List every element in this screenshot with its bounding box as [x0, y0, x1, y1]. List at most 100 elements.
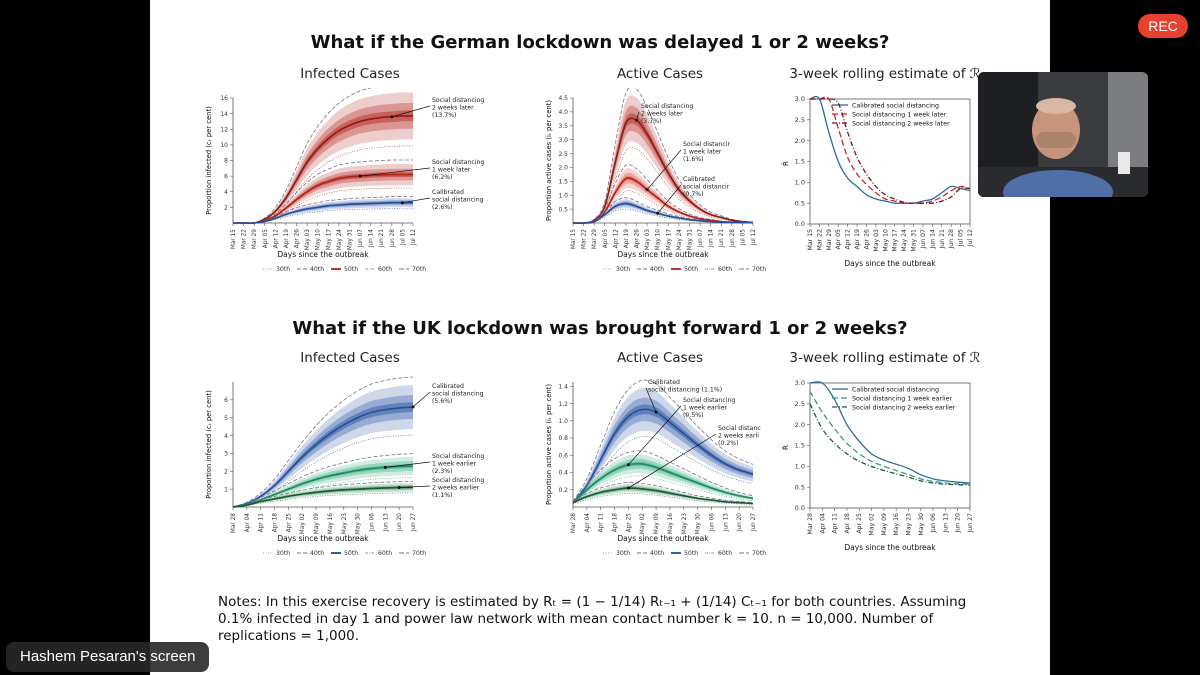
legend-label: 40th: [650, 266, 664, 273]
series-1-annotation: (6.2%): [432, 174, 453, 181]
x-tick-label: May 31: [911, 229, 918, 252]
uk-infected-chart: 1 2 3 4 5 6 Mar 28 Apr 04 Apr 11 Apr 18 Apr 25 May …: [205, 376, 484, 557]
series-1-band-0: [233, 163, 413, 224]
x-tick-label: May 03: [873, 229, 880, 252]
y-tick-label: 2.5: [795, 400, 805, 408]
x-tick-label: May 17: [326, 229, 332, 251]
series-1-band-0: [573, 454, 753, 504]
x-tick-label: Jul 05: [740, 229, 746, 247]
series-2-lower-dotted: [572, 493, 754, 505]
germany-active-chart: 0.5 1.0 1.5 2.0 2.5 3.0 3.5 4.0 4.5 Mar 15 Mar 22 M…: [545, 88, 766, 273]
legend-label: 30th: [616, 266, 630, 273]
x-tick-label: May 30: [918, 513, 925, 536]
series-2-arrow: [399, 485, 431, 488]
x-tick-label: Jul 05: [400, 229, 406, 247]
series-1-upper-dashed: [232, 453, 414, 508]
legend-label: Social distancing 2 weeks earlier: [852, 404, 956, 411]
series-1-annotation: (2.3%): [432, 468, 453, 475]
series-0-annotation: 2 weeks later: [641, 111, 683, 118]
x-tick-label: Apr 05: [835, 229, 842, 250]
y-tick-label: 1.0: [795, 463, 805, 471]
y-tick-label: 4: [224, 433, 228, 440]
legend-label: 50th: [344, 550, 358, 557]
series-0-arrow: [391, 105, 431, 118]
y-tick-label: 1.5: [558, 179, 568, 186]
x-tick-label: Apr 11: [832, 513, 839, 534]
series-0-arrow: [645, 387, 657, 413]
y-tick-label: 1.0: [558, 192, 568, 199]
x-tick-label: May 16: [328, 513, 334, 535]
series-0-median-line: [232, 406, 414, 508]
x-tick-label: May 09: [314, 513, 320, 535]
x-tick-label: Apr 12: [845, 229, 852, 250]
presentation-slide: What if the German lockdown was delayed …: [150, 0, 1050, 675]
uk-active-chart: 0.2 0.4 0.6 0.8 1.0 1.2 1.4 Mar 28 Apr 04 Apr 11 A…: [545, 379, 766, 557]
x-tick-label: May 03: [305, 229, 311, 251]
legend-label: Social distancing 1 week later: [852, 111, 947, 118]
series-1-annotation: 1 week earlier: [683, 405, 728, 412]
y-tick-label: 0.5: [558, 206, 568, 213]
y-tick-label: 0.2: [558, 487, 568, 494]
y-tick-label: 14: [220, 111, 228, 118]
x-tick-label: Jun 28: [390, 229, 396, 249]
series-0-annotation: Social distancing: [641, 103, 693, 110]
y-tick-label: 12: [220, 126, 228, 133]
series-0-upper-dashed: [232, 376, 414, 508]
series-0-line: [809, 381, 971, 484]
x-tick-label: Mar 15: [571, 229, 577, 249]
legend-label: Social distancing 2 weeks later: [852, 120, 950, 127]
series-1-annotation: (0.5%): [683, 412, 704, 419]
x-tick-label: Mar 29: [592, 229, 598, 249]
x-tick-label: Apr 25: [286, 513, 292, 533]
participant-video-tile[interactable]: [978, 72, 1148, 197]
x-tick-label: Mar 22: [242, 229, 248, 249]
legend-label: 50th: [344, 266, 358, 273]
germany-title: What if the German lockdown was delayed …: [310, 32, 890, 53]
series-0-band-0: [233, 385, 413, 507]
x-tick-label: May 17: [666, 229, 672, 251]
y-axis-label: Proportion infected (cₜ per cent): [205, 106, 213, 215]
y-tick-label: 2.0: [558, 165, 568, 172]
notes: Notes: In this exercise recovery is esti…: [218, 594, 998, 645]
x-tick-label: Apr 05: [603, 229, 609, 249]
y-tick-label: 1.5: [795, 442, 805, 450]
y-tick-label: 0.0: [795, 220, 805, 228]
series-2-arrow: [402, 197, 431, 204]
x-tick-label: Apr 19: [624, 229, 630, 249]
x-tick-label: Jun 06: [930, 513, 937, 534]
y-tick-label: 0.0: [795, 504, 805, 512]
series-1-band-1: [233, 461, 413, 507]
y-tick-label: 3: [224, 451, 228, 458]
y-tick-label: 16: [220, 95, 228, 102]
x-tick-label: Jun 28: [730, 229, 736, 249]
series-1-upper-dashed: [572, 164, 754, 224]
x-tick-label: Apr 26: [295, 229, 301, 249]
x-tick-label: Apr 19: [854, 229, 861, 250]
y-tick-label: 1.2: [558, 401, 568, 408]
series-2-annotation: (1.1%): [432, 492, 453, 499]
series-2-upper-dashed: [572, 481, 754, 503]
y-axis-label: Proportion infected (cₜ per cent): [205, 390, 213, 499]
series-0-band-0: [573, 95, 753, 224]
x-tick-label: Jun 07: [920, 229, 927, 250]
series-2-annotation: social distancir: [683, 184, 730, 191]
y-tick-label: 0.6: [558, 452, 568, 459]
series-1-lower-dotted: [233, 187, 413, 224]
y-tick-label: 2: [224, 205, 228, 212]
x-tick-label: Jun 14: [369, 229, 375, 249]
x-axis-label: Days since the outbreak: [277, 534, 369, 543]
series-2-annotation: social distancing: [432, 197, 484, 204]
x-tick-label: May 17: [892, 229, 899, 252]
series-1-median-line: [572, 462, 754, 504]
series-2-median-line: [572, 202, 754, 224]
series-2-annotation: 2 weeks earli: [718, 433, 759, 440]
legend-label: Social distancing 1 week earlier: [852, 395, 952, 402]
rec-indicator[interactable]: REC: [1138, 14, 1188, 38]
series-2-median-line: [233, 201, 413, 224]
series-1-band-2: [233, 463, 413, 507]
x-tick-label: Jul 12: [751, 229, 757, 247]
germany-infected-chart: 2 4 6 8 10 12 14 16 Mar 15 Mar 22 Mar 29 Apr 05 Apr …: [205, 88, 484, 273]
screen-share-label: Hashem Pesaran's screen: [6, 642, 210, 672]
series-2-band-1: [233, 485, 413, 507]
x-tick-label: May 16: [668, 513, 674, 535]
